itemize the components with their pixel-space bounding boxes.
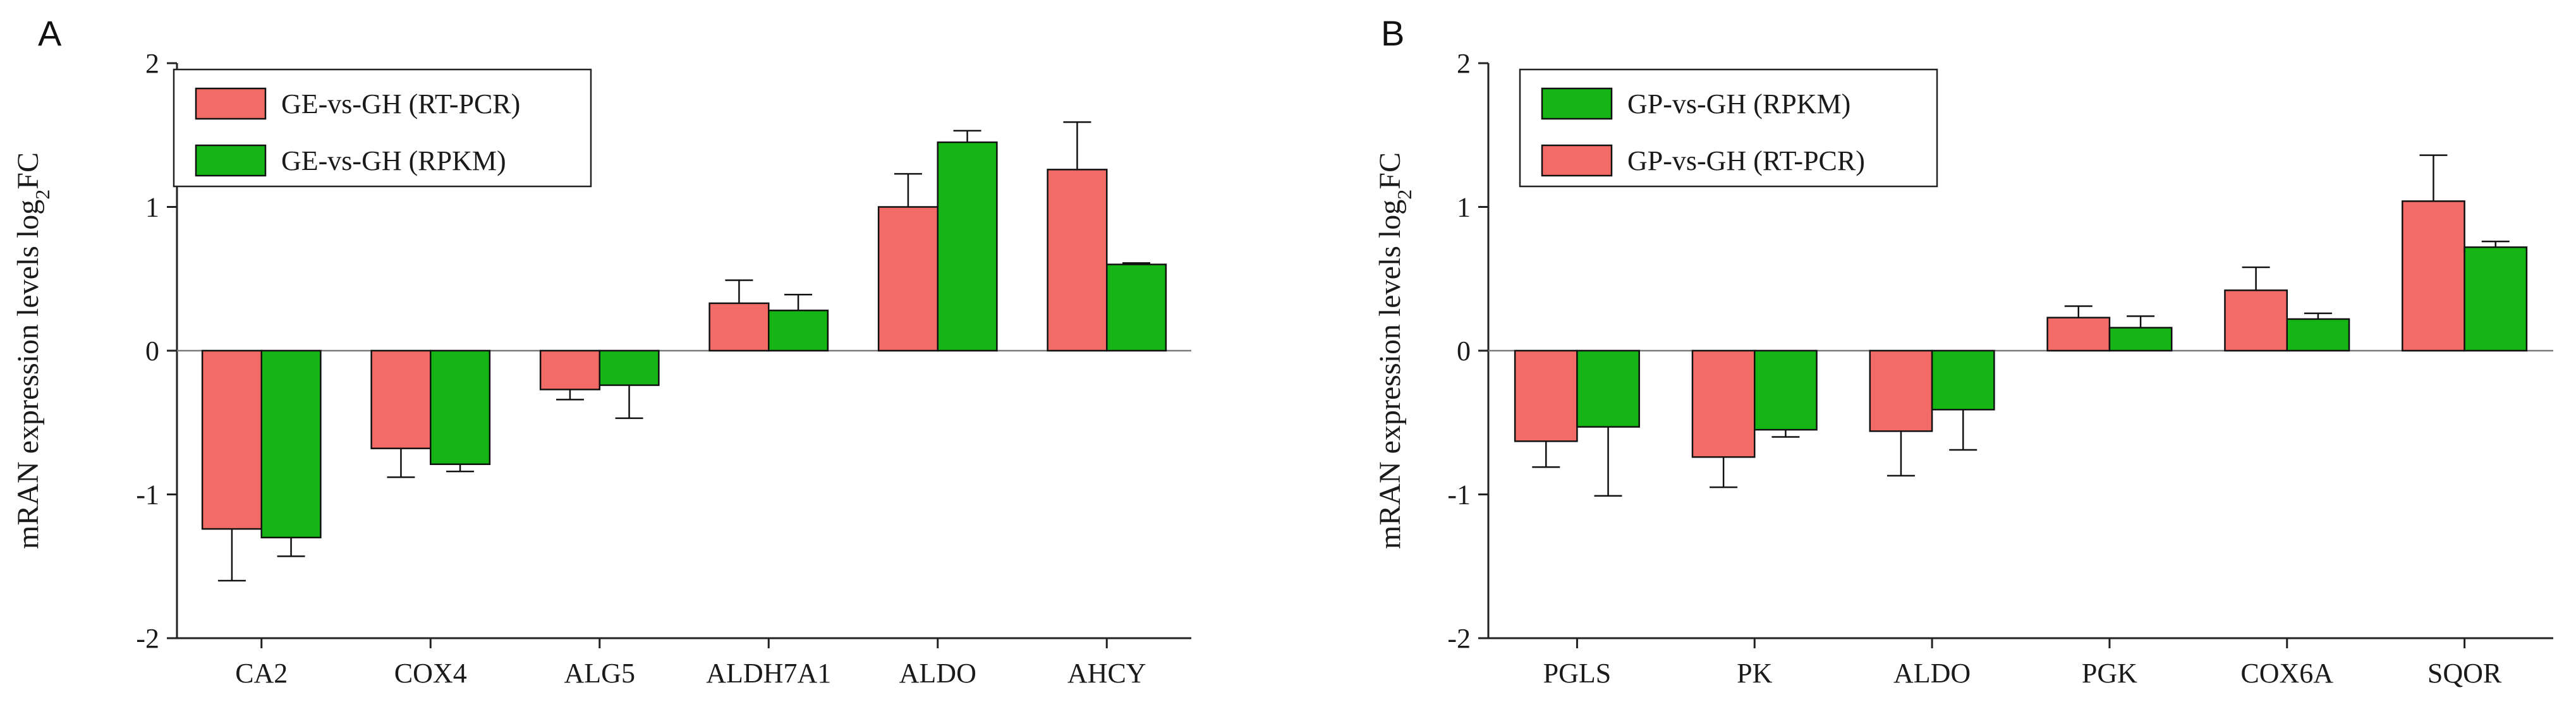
bar-a-s1-aldo — [937, 141, 998, 352]
y-tick-label: -2 — [136, 623, 159, 654]
legend-swatch — [195, 144, 267, 177]
category-label: CA2 — [235, 658, 288, 689]
y-axis-title: mRAN expression levels log2FC — [1373, 152, 1416, 549]
category-label: COX6A — [2240, 658, 2333, 689]
bar-a-s1-ca2 — [260, 349, 322, 538]
y-tick-label: 1 — [145, 192, 159, 223]
category-label: AHCY — [1067, 658, 1146, 689]
bar-b-s0-pgls — [1514, 349, 1578, 442]
bar-a-s1-ahcy — [1106, 263, 1167, 352]
chart-panel-b: B -2 -1 0 1 2 mRAN expression levels log2FC PGL… — [1373, 13, 2553, 689]
category-label: ALDH7A1 — [706, 658, 831, 689]
legend-label: GP-vs-GH (RT-PCR) — [1627, 145, 1865, 176]
y-axis-title: mRAN expression levels log2FC — [11, 152, 54, 549]
category-label: PGK — [2082, 658, 2137, 689]
category-label: ALDO — [899, 658, 976, 689]
y-tick-label: 2 — [1457, 48, 1471, 79]
legend-label: GP-vs-GH (RPKM) — [1627, 88, 1850, 119]
y-tick-label: 0 — [1457, 336, 1471, 366]
legend: GP-vs-GH (RPKM) GP-vs-GH (RT-PCR) — [1519, 68, 1938, 188]
y-tick-label: -2 — [1447, 623, 1471, 654]
bar-b-s0-sqor — [2402, 200, 2465, 352]
bar-b-s0-pk — [1691, 349, 1756, 458]
bar-a-s1-aldh7a1 — [768, 310, 829, 352]
bar-b-s0-pgk — [2046, 317, 2111, 352]
legend: GE-vs-GH (RT-PCR) GE-vs-GH (RPKM) — [173, 68, 592, 188]
bar-b-s1-pgls — [1576, 349, 1640, 428]
bar-b-s0-aldo — [1869, 349, 1933, 432]
bar-a-s1-cox4 — [430, 349, 491, 465]
category-label: PK — [1737, 658, 1772, 689]
bar-a-s0-ahcy — [1047, 169, 1108, 352]
bar-b-s0-cox6a — [2224, 289, 2288, 352]
y-tick-label: -1 — [136, 480, 159, 511]
panel-letter: B — [1381, 13, 1404, 53]
legend-swatch — [1541, 87, 1613, 120]
bar-a-s0-cox4 — [370, 349, 432, 449]
chart-panel-a: A -2 -1 0 1 2 mRAN expression levels log2FC CA2… — [11, 13, 1191, 689]
bar-b-s1-aldo — [1931, 349, 1995, 411]
y-tick-label: 1 — [1457, 192, 1471, 223]
category-label: PGLS — [1543, 658, 1612, 689]
bar-a-s0-aldh7a1 — [708, 302, 770, 352]
category-label: ALG5 — [564, 658, 635, 689]
category-label: ALDO — [1893, 658, 1971, 689]
category-label: COX4 — [394, 658, 467, 689]
legend-label: GE-vs-GH (RT-PCR) — [281, 88, 520, 119]
y-tick-label: 0 — [145, 336, 159, 366]
bar-a-s1-alg5 — [598, 349, 660, 386]
bar-a-s0-alg5 — [539, 349, 600, 390]
legend-swatch — [195, 87, 267, 120]
category-label: SQOR — [2427, 658, 2502, 689]
bar-b-s1-pgk — [2108, 327, 2173, 352]
bar-b-s1-pk — [1754, 349, 1818, 431]
bar-a-s0-ca2 — [201, 349, 262, 530]
panel-letter: A — [38, 13, 62, 53]
y-tick-label: 2 — [145, 48, 159, 79]
legend-swatch — [1541, 144, 1613, 177]
bar-b-s1-cox6a — [2286, 318, 2350, 352]
bar-a-s0-aldo — [877, 206, 939, 352]
y-tick-label: -1 — [1447, 480, 1471, 511]
bar-b-s1-sqor — [2464, 246, 2528, 352]
legend-label: GE-vs-GH (RPKM) — [281, 145, 506, 176]
